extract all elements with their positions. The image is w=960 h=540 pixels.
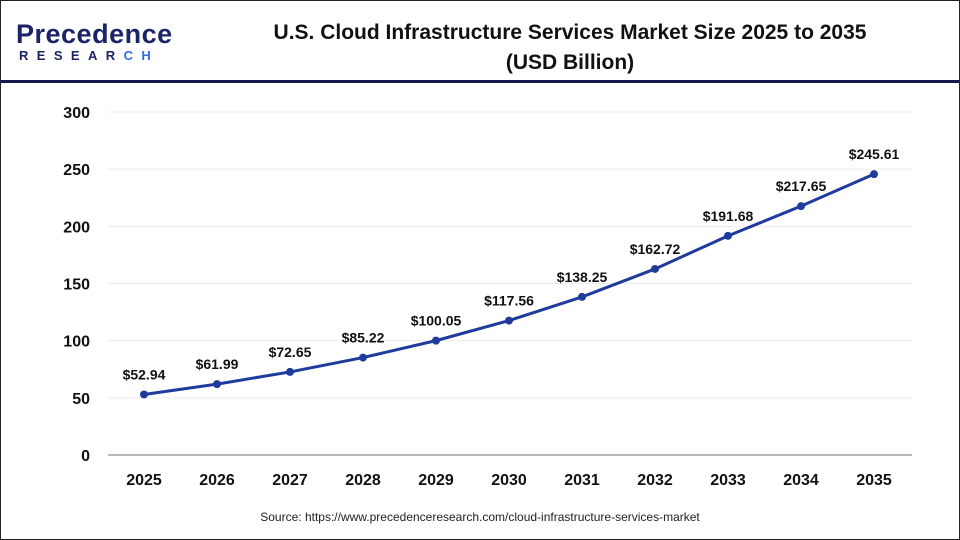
series-line bbox=[143, 172, 875, 396]
x-tick-label: 2032 bbox=[637, 472, 673, 489]
data-point bbox=[140, 390, 148, 399]
data-point bbox=[651, 264, 659, 273]
data-label: $162.72 bbox=[630, 241, 681, 257]
data-label: $100.05 bbox=[411, 313, 462, 329]
y-tick-label: 50 bbox=[72, 391, 90, 408]
x-tick-label: 2030 bbox=[491, 472, 527, 489]
data-label: $52.94 bbox=[123, 366, 166, 382]
chart-title: U.S. Cloud Infrastructure Services Marke… bbox=[273, 21, 867, 74]
data-point bbox=[432, 336, 440, 345]
y-tick-label: 300 bbox=[63, 105, 90, 122]
x-tick-label: 2026 bbox=[199, 472, 235, 489]
data-label: $61.99 bbox=[196, 356, 239, 372]
data-point bbox=[724, 231, 732, 240]
x-tick-label: 2029 bbox=[418, 472, 454, 489]
data-point bbox=[213, 380, 221, 389]
x-tick-label: 2027 bbox=[272, 472, 308, 489]
x-tick-label: 2034 bbox=[783, 472, 819, 489]
data-point bbox=[286, 367, 294, 376]
y-tick-label: 200 bbox=[63, 219, 90, 236]
x-tick-label: 2035 bbox=[856, 472, 892, 489]
data-label: $245.61 bbox=[849, 146, 900, 162]
y-tick-label: 250 bbox=[63, 162, 90, 179]
y-tick-label: 150 bbox=[63, 277, 90, 294]
precedence-research-logo: Precedence RESEARCH bbox=[16, 19, 173, 63]
data-point bbox=[505, 316, 513, 325]
data-label: $138.25 bbox=[557, 269, 608, 285]
x-tick-label: 2033 bbox=[710, 472, 746, 489]
data-label: $85.22 bbox=[342, 330, 385, 346]
y-tick-label: 100 bbox=[63, 334, 90, 351]
data-label: $217.65 bbox=[776, 178, 827, 194]
data-point bbox=[870, 170, 878, 179]
x-tick-label: 2031 bbox=[564, 472, 600, 489]
data-point bbox=[797, 202, 805, 211]
data-label: $117.56 bbox=[484, 293, 534, 309]
x-tick-label: 2025 bbox=[126, 472, 162, 489]
source-note: Source: https://www.precedenceresearch.c… bbox=[260, 510, 700, 524]
data-label: $191.68 bbox=[703, 208, 754, 224]
y-tick-label: 0 bbox=[81, 448, 90, 465]
data-label: $72.65 bbox=[269, 344, 312, 360]
x-tick-label: 2028 bbox=[345, 472, 381, 489]
header: Precedence RESEARCH U.S. Cloud Infrastru… bbox=[0, 0, 960, 83]
data-point bbox=[578, 292, 586, 301]
data-point bbox=[359, 353, 367, 362]
